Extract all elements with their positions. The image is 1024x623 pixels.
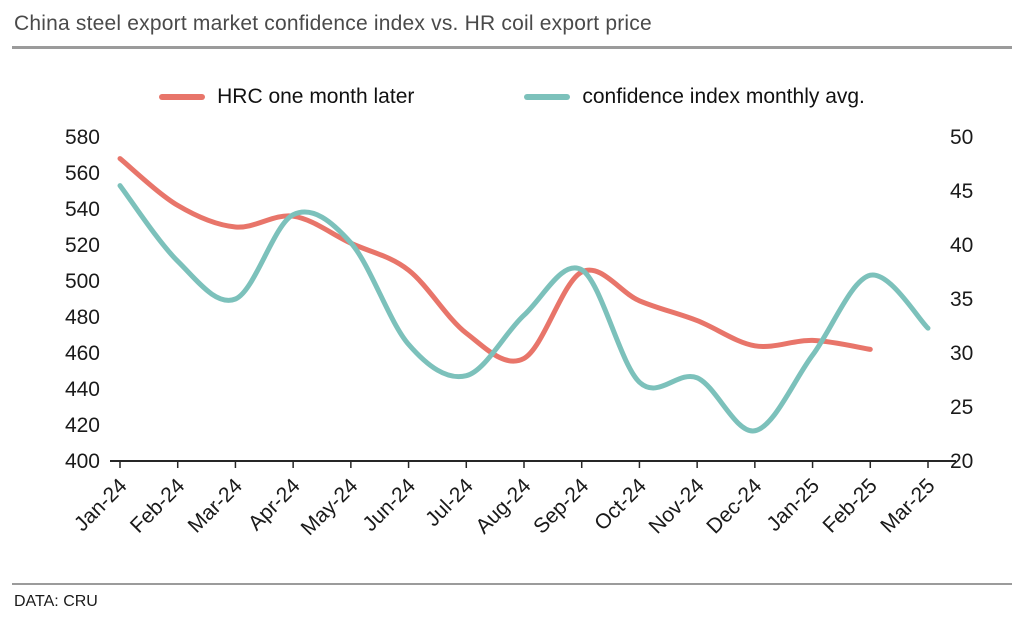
svg-text:25: 25 (950, 396, 973, 419)
svg-text:30: 30 (950, 342, 973, 365)
svg-text:460: 460 (65, 342, 100, 365)
bottom-divider (12, 583, 1012, 585)
svg-text:Jan-24: Jan-24 (70, 474, 132, 536)
svg-text:35: 35 (950, 288, 973, 311)
svg-text:560: 560 (65, 162, 100, 185)
legend-item-hrc: HRC one month later (159, 85, 414, 109)
svg-text:480: 480 (65, 306, 100, 329)
legend-swatch-confidence (524, 94, 571, 100)
svg-text:Aug-24: Aug-24 (471, 474, 535, 538)
legend-swatch-hrc (159, 94, 206, 100)
svg-text:440: 440 (65, 378, 100, 401)
top-divider (12, 46, 1012, 49)
svg-text:Sep-24: Sep-24 (529, 474, 593, 538)
svg-text:420: 420 (65, 414, 100, 437)
page-title: China steel export market confidence ind… (14, 12, 652, 35)
svg-text:Mar-24: Mar-24 (184, 474, 248, 538)
legend-item-confidence: confidence index monthly avg. (524, 85, 865, 109)
svg-text:Jan-25: Jan-25 (762, 474, 824, 536)
svg-text:50: 50 (950, 126, 973, 149)
svg-text:Jul-24: Jul-24 (421, 474, 478, 531)
svg-text:Jun-24: Jun-24 (358, 474, 420, 536)
line-chart: 400 420 440 460 480 500 520 540 560 580 20 25 30 35 40… (65, 126, 973, 540)
svg-text:Dec-24: Dec-24 (702, 474, 766, 538)
svg-text:580: 580 (65, 126, 100, 149)
svg-text:Feb-25: Feb-25 (819, 474, 882, 537)
data-source-label: DATA: CRU (14, 593, 98, 610)
svg-text:500: 500 (65, 270, 100, 293)
svg-text:40: 40 (950, 234, 973, 257)
svg-text:520: 520 (65, 234, 100, 257)
chart-legend: HRC one month later confidence index mon… (12, 85, 1012, 109)
svg-text:45: 45 (950, 180, 973, 203)
svg-text:400: 400 (65, 450, 100, 473)
svg-text:Oct-24: Oct-24 (590, 474, 651, 535)
svg-text:20: 20 (950, 450, 973, 473)
svg-text:Apr-24: Apr-24 (244, 474, 305, 535)
legend-label-hrc: HRC one month later (217, 85, 415, 108)
legend-label-confidence: confidence index monthly avg. (582, 85, 865, 108)
svg-text:Nov-24: Nov-24 (645, 474, 709, 538)
svg-text:540: 540 (65, 198, 100, 221)
svg-text:May-24: May-24 (297, 474, 363, 540)
svg-text:Mar-25: Mar-25 (876, 474, 939, 537)
svg-text:Feb-24: Feb-24 (126, 474, 190, 538)
